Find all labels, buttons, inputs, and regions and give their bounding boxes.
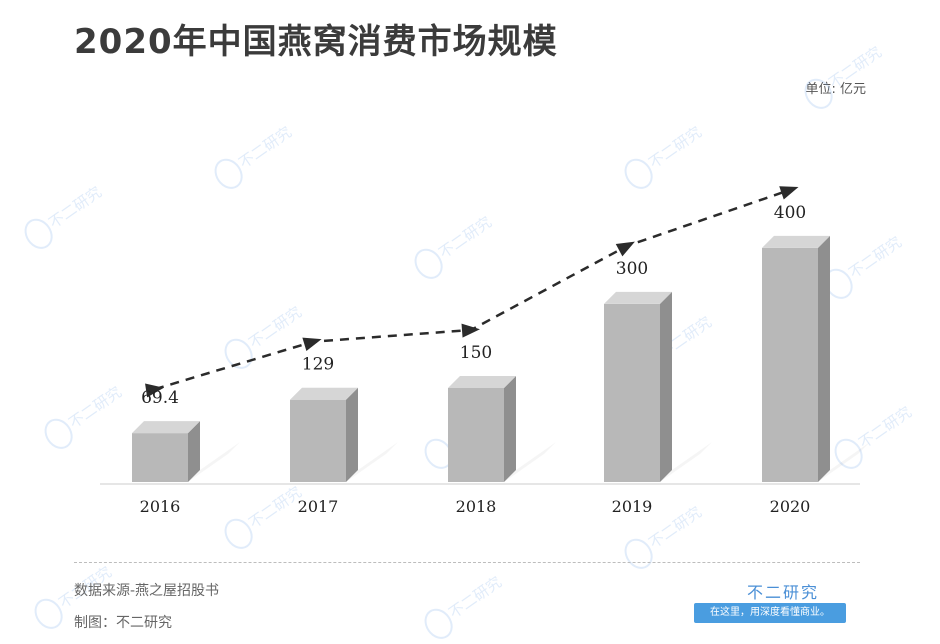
- bar-top: [448, 375, 516, 388]
- bar-front: [448, 387, 504, 482]
- x-tick-2017: 2017: [298, 497, 339, 516]
- value-label-2020: 400: [774, 203, 806, 223]
- trend-line: [145, 186, 799, 398]
- trend-arrow: [779, 186, 799, 200]
- bar-top: [762, 235, 830, 248]
- bar-shadow: [346, 442, 398, 482]
- bar-shadow: [188, 442, 240, 482]
- brand-slogan: 在这里，用深度看懂商业。: [694, 603, 846, 623]
- value-label-2017: 129: [302, 355, 334, 375]
- bar-side: [346, 387, 358, 482]
- unit-label: 单位: 亿元: [805, 82, 866, 97]
- value-label-2019: 300: [616, 259, 648, 279]
- trend-arrow: [145, 383, 164, 398]
- x-tick-2016: 2016: [140, 497, 181, 516]
- bar-side: [504, 375, 516, 482]
- bar-2016: [132, 421, 240, 482]
- bar-2018: [448, 375, 556, 482]
- bar-shadow: [818, 442, 870, 482]
- brand-name: 不二研究: [746, 583, 819, 602]
- bar-side: [188, 421, 200, 482]
- bar-top: [604, 291, 672, 304]
- x-tick-2019: 2019: [612, 497, 653, 516]
- value-labels: 69.4 129 150 300 400: [141, 203, 806, 408]
- bar-2017: [290, 387, 398, 482]
- bar-shadow: [660, 442, 712, 482]
- trend-arrow: [461, 323, 480, 338]
- bar-front: [604, 303, 660, 482]
- bar-front: [132, 433, 188, 482]
- bar-top: [290, 387, 358, 400]
- data-source: 数据来源-燕之屋招股书: [74, 583, 220, 599]
- bar-front: [762, 247, 818, 482]
- bars-group: [132, 235, 870, 482]
- bar-top: [132, 421, 200, 434]
- bar-shadow: [504, 442, 556, 482]
- bar-side: [660, 291, 672, 482]
- bar-side: [818, 235, 830, 482]
- trend-arrow: [615, 241, 635, 257]
- footer-divider: [74, 562, 860, 563]
- value-label-2016: 69.4: [141, 388, 179, 408]
- value-label-2018: 150: [460, 343, 492, 363]
- x-tick-2020: 2020: [770, 497, 811, 516]
- x-axis-ticks: 2016 2017 2018 2019 2020: [140, 497, 811, 516]
- bar-front: [290, 399, 346, 482]
- trend-arrow: [302, 337, 322, 352]
- x-tick-2018: 2018: [456, 497, 497, 516]
- chart-maker: 制图：不二研究: [74, 615, 172, 631]
- page-title: 2020年中国燕窝消费市场规模: [74, 22, 558, 62]
- bar-2020: [762, 235, 870, 482]
- bar-2019: [604, 291, 712, 482]
